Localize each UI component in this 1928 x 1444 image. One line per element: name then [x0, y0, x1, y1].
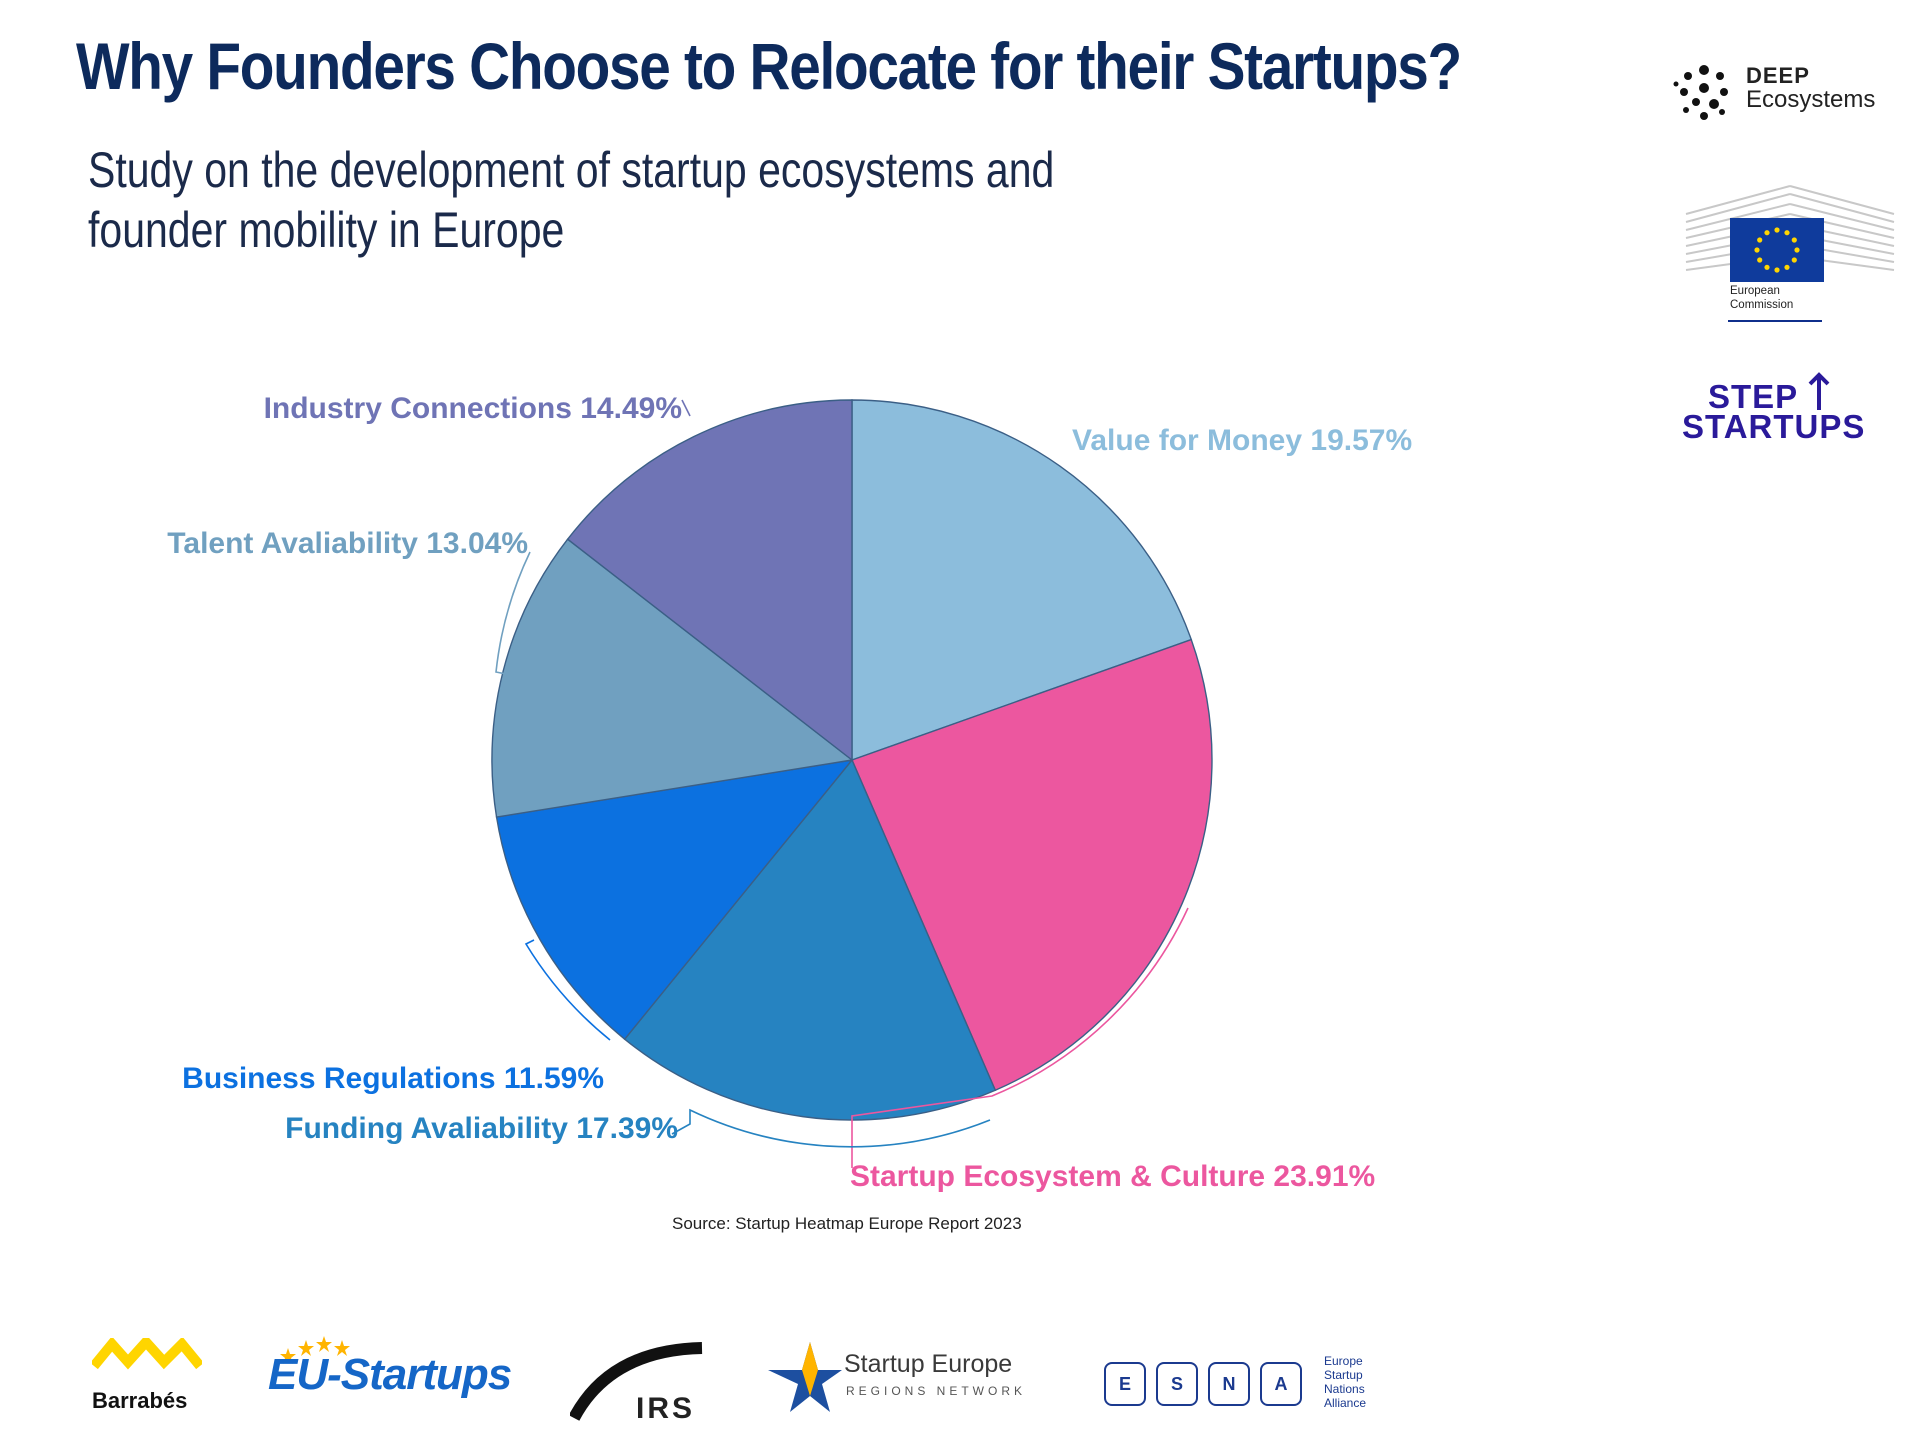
esna-side-line-1: Europe [1324, 1354, 1363, 1368]
dots-icon [1673, 65, 1728, 120]
mountains-icon [92, 1338, 202, 1370]
step-logo-line-2: STARTUPS [1682, 408, 1866, 445]
pie-label-2: Funding Avaliability 17.39% [285, 1112, 678, 1145]
pie-label-5: Industry Connections 14.49% [264, 392, 682, 425]
page-subtitle: Study on the development of startup ecos… [88, 140, 1072, 260]
esna-logo: E S N A Europe Startup Nations Alliance [1104, 1354, 1404, 1414]
european-commission-logo: European Commission [1678, 178, 1898, 330]
eu-star-7 [1764, 264, 1770, 270]
star-icon [768, 1342, 842, 1412]
ser-logo-line-2: REGIONS NETWORK [846, 1384, 1027, 1398]
pie-labels: Value for Money 19.57% Startup Ecosystem … [167, 392, 1412, 1193]
label-bracket-3 [524, 939, 611, 1041]
label-bracket-1 [851, 907, 1189, 1168]
eu-star-2 [1791, 237, 1797, 243]
barrabes-logo: Barrabés [92, 1338, 212, 1418]
label-bracket-4 [495, 551, 531, 675]
ec-building-icon [1685, 185, 1895, 282]
deep-logo-line-2: Ecosystems [1746, 86, 1876, 113]
esna-side-line-4: Alliance [1324, 1396, 1367, 1410]
eu-star-5 [1784, 264, 1790, 270]
pie-slices [491, 399, 1213, 1121]
deep-ecosystems-logo: DEEP Ecosystems [1672, 62, 1902, 126]
eu-star-0 [1774, 227, 1780, 233]
deep-logo-line-1: DEEP [1746, 63, 1810, 88]
eu-star-4 [1791, 257, 1797, 263]
esna-letter-n: N [1208, 1362, 1250, 1406]
barrabes-logo-text: Barrabés [92, 1388, 188, 1413]
ec-logo-line-2: Commission [1730, 299, 1794, 311]
startup-europe-regions-logo: Startup Europe REGIONS NETWORK [764, 1340, 1064, 1420]
source-note: Source: Startup Heatmap Europe Report 20… [672, 1214, 1022, 1233]
ec-underline [1728, 320, 1822, 322]
eu-star-3 [1794, 247, 1800, 253]
subtitle-line-1: Study on the development of startup ecos… [88, 142, 1055, 198]
subtitle-line-2: founder mobility in Europe [88, 202, 565, 258]
eu-startups-logo-text: EU-Startups [268, 1350, 512, 1399]
esna-side-line-2: Startup [1324, 1368, 1363, 1382]
eu-startups-logo: EU-Startups [268, 1334, 528, 1424]
pie-slice-funding-avaliability [623, 758, 997, 1121]
pie-chart: Value for Money 19.57% Startup Ecosystem … [167, 392, 1412, 1193]
esna-letter-e: E [1104, 1362, 1146, 1406]
pie-slice-business-regulations [495, 759, 854, 1041]
arrow-up-icon [1808, 372, 1830, 410]
ser-logo-line-1: Startup Europe [844, 1350, 1013, 1378]
pie-label-0: Value for Money 19.57% [1072, 424, 1412, 457]
step-logo-line-1: STEP [1708, 378, 1799, 415]
step-startups-logo: STEP STARTUPS [1674, 370, 1894, 460]
ec-logo-line-1: European [1730, 285, 1780, 297]
eu-star-6 [1774, 267, 1780, 273]
arc-icon [570, 1342, 703, 1421]
pie-slice-value-for-money [851, 399, 1193, 761]
esna-letter-a: A [1260, 1362, 1302, 1406]
page-title: Why Founders Choose to Relocate for thei… [76, 29, 1462, 103]
pie-label-3: Business Regulations 11.59% [182, 1062, 604, 1095]
eu-star-11 [1764, 230, 1770, 236]
pie-label-4: Talent Avaliability 13.04% [167, 527, 528, 560]
eu-star-8 [1757, 257, 1763, 263]
label-bracket-5 [681, 399, 691, 417]
label-bracket-2 [671, 1108, 991, 1148]
esna-letter-s: S [1156, 1362, 1198, 1406]
eu-star-9 [1754, 247, 1760, 253]
pie-label-1: Startup Ecosystem & Culture 23.91% [850, 1160, 1375, 1193]
pie-slice-industry-connections [566, 399, 853, 762]
irs-logo-text: IRS [636, 1392, 696, 1425]
stars-icon [280, 1336, 350, 1364]
irs-logo: IRS [570, 1342, 710, 1425]
esna-side-line-3: Nations [1324, 1382, 1365, 1396]
eu-star-1 [1784, 230, 1790, 236]
pie-label-brackets [495, 399, 1189, 1168]
pie-slice-talent-avaliability [491, 538, 854, 818]
pie-slice-startup-ecosystem-culture [851, 638, 1213, 1092]
eu-star-10 [1757, 237, 1763, 243]
